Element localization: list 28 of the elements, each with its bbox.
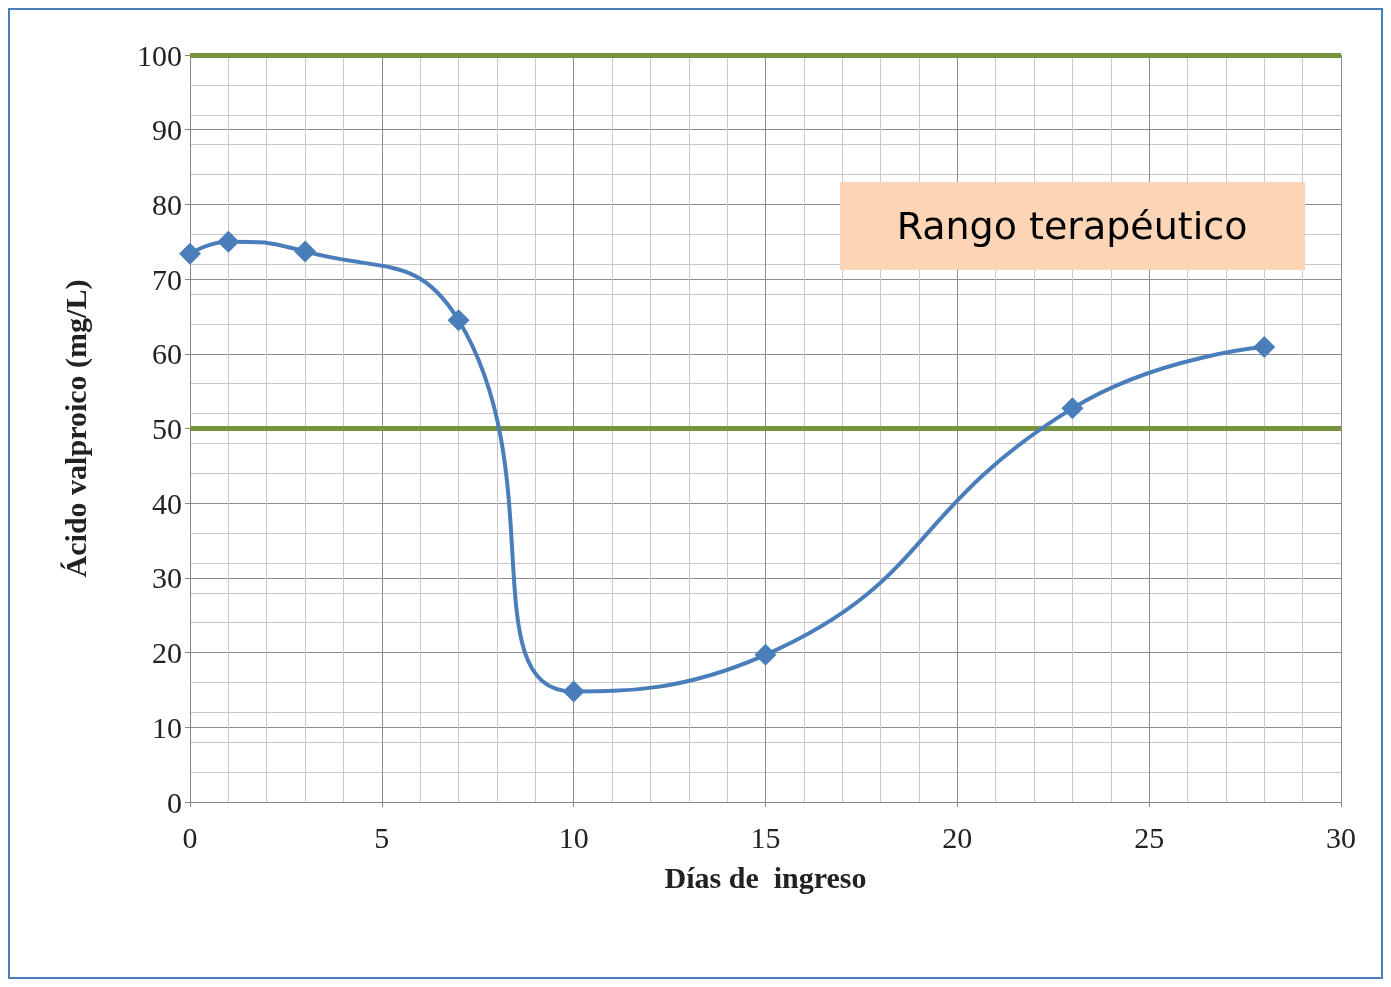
point: [1061, 397, 1084, 420]
y-tick-label: 70: [152, 262, 182, 296]
y-tick-label: 20: [152, 636, 182, 670]
y-tick-label: 50: [152, 412, 182, 445]
y-axis-title: Ácido valproico (mg/L): [58, 279, 93, 578]
point: [562, 680, 585, 703]
x-tick-label: 5: [374, 820, 390, 854]
y-tick-label: 80: [152, 187, 182, 221]
point: [179, 242, 201, 265]
point: [217, 230, 240, 253]
point: [1253, 336, 1276, 359]
point: [754, 643, 777, 666]
x-tick-label: 30: [1326, 820, 1356, 854]
y-tick-label: 60: [152, 337, 182, 371]
y-tick-label: 40: [152, 486, 182, 520]
y-tick-label: 90: [152, 113, 182, 147]
x-tick-label: 15: [750, 820, 781, 854]
annotation: Rango terapéutico: [896, 204, 1248, 248]
y-tick-label: 100: [137, 38, 182, 72]
y-tick-label: 0: [167, 785, 182, 819]
y-tick-label: 30: [152, 561, 182, 595]
point: [447, 309, 470, 332]
x-axis-title: Días de ingreso: [664, 860, 867, 894]
x-tick-label: 20: [942, 820, 973, 854]
point: [294, 240, 317, 263]
y-tick-label: 10: [152, 710, 182, 744]
x-tick-label: 10: [558, 820, 589, 854]
x-tick-label: 25: [1134, 820, 1165, 854]
